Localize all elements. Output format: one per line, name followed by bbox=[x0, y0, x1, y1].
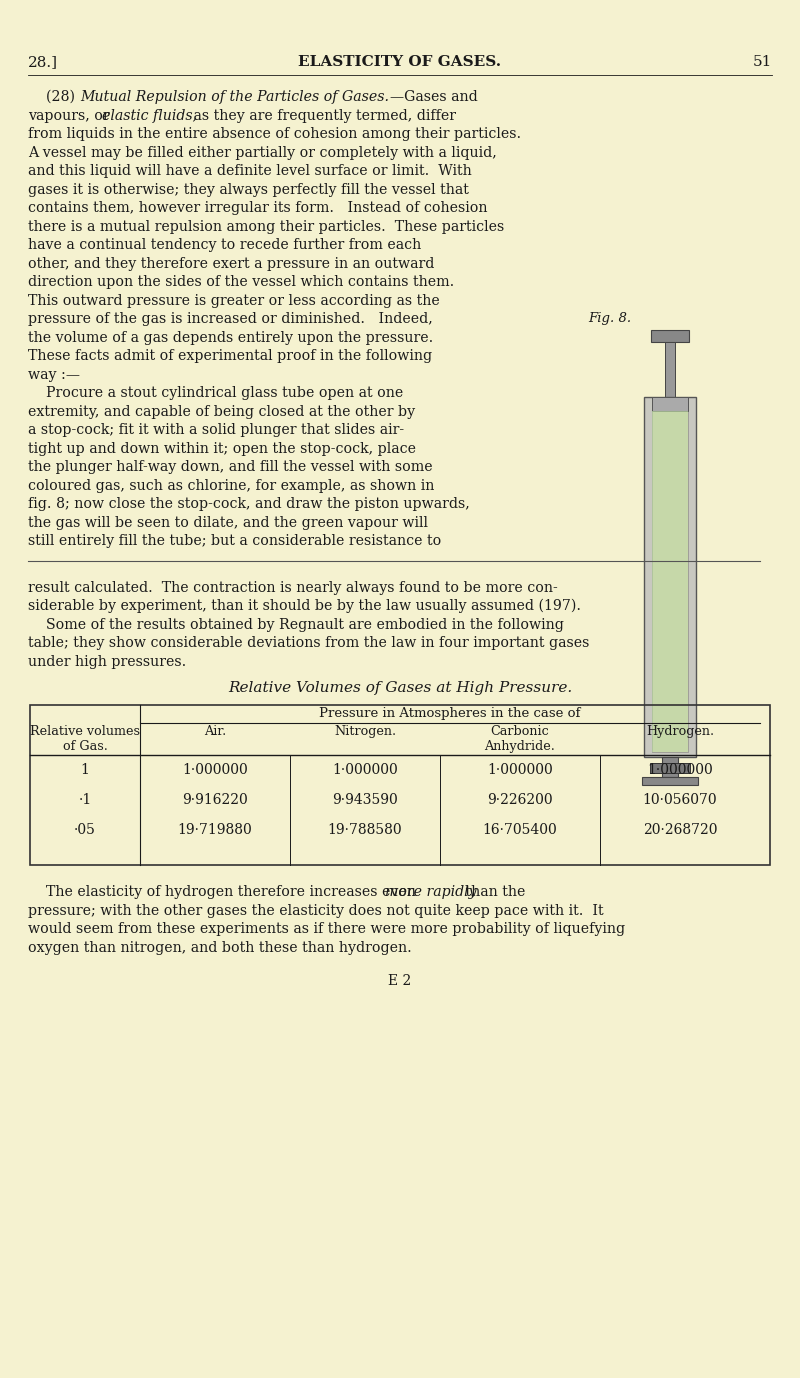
Text: vapours, or: vapours, or bbox=[28, 109, 114, 123]
Bar bbox=[644, 397, 696, 757]
Text: Procure a stout cylindrical glass tube open at one: Procure a stout cylindrical glass tube o… bbox=[28, 386, 403, 400]
Bar bbox=[642, 777, 698, 785]
Text: contains them, however irregular its form.   Instead of cohesion: contains them, however irregular its for… bbox=[28, 201, 487, 215]
Text: 19·719880: 19·719880 bbox=[178, 823, 252, 836]
Text: result calculated.  The contraction is nearly always found to be more con-: result calculated. The contraction is ne… bbox=[28, 580, 558, 594]
Text: 9·226200: 9·226200 bbox=[487, 792, 553, 808]
Text: 1·000000: 1·000000 bbox=[487, 763, 553, 777]
Text: pressure of the gas is increased or diminished.   Indeed,: pressure of the gas is increased or dimi… bbox=[28, 311, 433, 327]
Bar bbox=[650, 763, 690, 773]
Text: fig. 8; now close the stop-cock, and draw the piston upwards,: fig. 8; now close the stop-cock, and dra… bbox=[28, 497, 470, 511]
Text: as they are frequently termed, differ: as they are frequently termed, differ bbox=[189, 109, 456, 123]
Text: under high pressures.: under high pressures. bbox=[28, 655, 186, 668]
Text: The elasticity of hydrogen therefore increases even: The elasticity of hydrogen therefore inc… bbox=[28, 885, 420, 898]
Text: would seem from these experiments as if there were more probability of liquefyin: would seem from these experiments as if … bbox=[28, 922, 625, 936]
Text: Relative volumes
of Gas.: Relative volumes of Gas. bbox=[30, 725, 140, 752]
Text: E 2: E 2 bbox=[388, 974, 412, 988]
Text: extremity, and capable of being closed at the other by: extremity, and capable of being closed a… bbox=[28, 405, 415, 419]
Text: have a continual tendency to recede further from each: have a continual tendency to recede furt… bbox=[28, 238, 422, 252]
Text: and this liquid will have a definite level surface or limit.  With: and this liquid will have a definite lev… bbox=[28, 164, 472, 178]
Text: table; they show considerable deviations from the law in four important gases: table; they show considerable deviations… bbox=[28, 637, 590, 650]
Text: 20·268720: 20·268720 bbox=[642, 823, 718, 836]
Text: tight up and down within it; open the stop-cock, place: tight up and down within it; open the st… bbox=[28, 441, 416, 456]
Text: Mutual Repulsion of the Particles of Gases.: Mutual Repulsion of the Particles of Gas… bbox=[80, 90, 389, 103]
Text: from liquids in the entire absence of cohesion among their particles.: from liquids in the entire absence of co… bbox=[28, 127, 521, 141]
Text: ·1: ·1 bbox=[78, 792, 92, 808]
Text: 10·056070: 10·056070 bbox=[642, 792, 718, 808]
Text: more rapidly: more rapidly bbox=[385, 885, 477, 898]
Text: other, and they therefore exert a pressure in an outward: other, and they therefore exert a pressu… bbox=[28, 256, 434, 270]
Text: Air.: Air. bbox=[204, 725, 226, 739]
Text: A vessel may be filled either partially or completely with a liquid,: A vessel may be filled either partially … bbox=[28, 146, 497, 160]
Text: —Gases and: —Gases and bbox=[390, 90, 478, 103]
Bar bbox=[652, 411, 688, 752]
Text: 1: 1 bbox=[81, 763, 90, 777]
Text: direction upon the sides of the vessel which contains them.: direction upon the sides of the vessel w… bbox=[28, 276, 454, 289]
Text: 16·705400: 16·705400 bbox=[482, 823, 558, 836]
Bar bbox=[665, 342, 675, 397]
Text: Nitrogen.: Nitrogen. bbox=[334, 725, 396, 739]
Text: gases it is otherwise; they always perfectly fill the vessel that: gases it is otherwise; they always perfe… bbox=[28, 182, 469, 197]
Bar bbox=[652, 402, 688, 752]
Text: way :—: way :— bbox=[28, 368, 80, 382]
Text: Relative Volumes of Gases at High Pressure.: Relative Volumes of Gases at High Pressu… bbox=[228, 681, 572, 695]
Text: Pressure in Atmospheres in the case of: Pressure in Atmospheres in the case of bbox=[319, 707, 581, 719]
Text: 19·788580: 19·788580 bbox=[328, 823, 402, 836]
Text: 9·916220: 9·916220 bbox=[182, 792, 248, 808]
Text: These facts admit of experimental proof in the following: These facts admit of experimental proof … bbox=[28, 349, 432, 362]
Bar bbox=[652, 397, 688, 411]
Text: ·05: ·05 bbox=[74, 823, 96, 836]
Text: the plunger half-way down, and fill the vessel with some: the plunger half-way down, and fill the … bbox=[28, 460, 433, 474]
Text: Hydrogen.: Hydrogen. bbox=[646, 725, 714, 739]
Bar bbox=[651, 329, 689, 342]
Text: oxygen than nitrogen, and both these than hydrogen.: oxygen than nitrogen, and both these tha… bbox=[28, 941, 412, 955]
Text: the volume of a gas depends entirely upon the pressure.: the volume of a gas depends entirely upo… bbox=[28, 331, 434, 344]
Text: Carbonic
Anhydride.: Carbonic Anhydride. bbox=[485, 725, 555, 752]
Text: 1·000000: 1·000000 bbox=[647, 763, 713, 777]
Text: 1·000000: 1·000000 bbox=[182, 763, 248, 777]
Text: pressure; with the other gases the elasticity does not quite keep pace with it. : pressure; with the other gases the elast… bbox=[28, 904, 604, 918]
Text: coloured gas, such as chlorine, for example, as shown in: coloured gas, such as chlorine, for exam… bbox=[28, 478, 434, 492]
Text: Some of the results obtained by Regnault are embodied in the following: Some of the results obtained by Regnault… bbox=[28, 617, 564, 631]
Text: a stop-cock; fit it with a solid plunger that slides air-: a stop-cock; fit it with a solid plunger… bbox=[28, 423, 404, 437]
Text: ELASTICITY OF GASES.: ELASTICITY OF GASES. bbox=[298, 55, 502, 69]
Text: still entirely fill the tube; but a considerable resistance to: still entirely fill the tube; but a cons… bbox=[28, 535, 442, 548]
Text: elastic fluids,: elastic fluids, bbox=[102, 109, 197, 123]
Text: 1·000000: 1·000000 bbox=[332, 763, 398, 777]
Text: siderable by experiment, than it should be by the law usually assumed (197).: siderable by experiment, than it should … bbox=[28, 599, 581, 613]
Text: 28.]: 28.] bbox=[28, 55, 58, 69]
Text: Fig. 8.: Fig. 8. bbox=[588, 311, 631, 325]
Text: 9·943590: 9·943590 bbox=[332, 792, 398, 808]
Text: (28): (28) bbox=[28, 90, 79, 103]
Text: This outward pressure is greater or less according as the: This outward pressure is greater or less… bbox=[28, 294, 440, 307]
Bar bbox=[30, 706, 770, 865]
Bar bbox=[662, 757, 678, 777]
Text: the gas will be seen to dilate, and the green vapour will: the gas will be seen to dilate, and the … bbox=[28, 515, 428, 529]
Text: there is a mutual repulsion among their particles.  These particles: there is a mutual repulsion among their … bbox=[28, 219, 504, 233]
Text: 51: 51 bbox=[753, 55, 772, 69]
Text: than the: than the bbox=[461, 885, 526, 898]
